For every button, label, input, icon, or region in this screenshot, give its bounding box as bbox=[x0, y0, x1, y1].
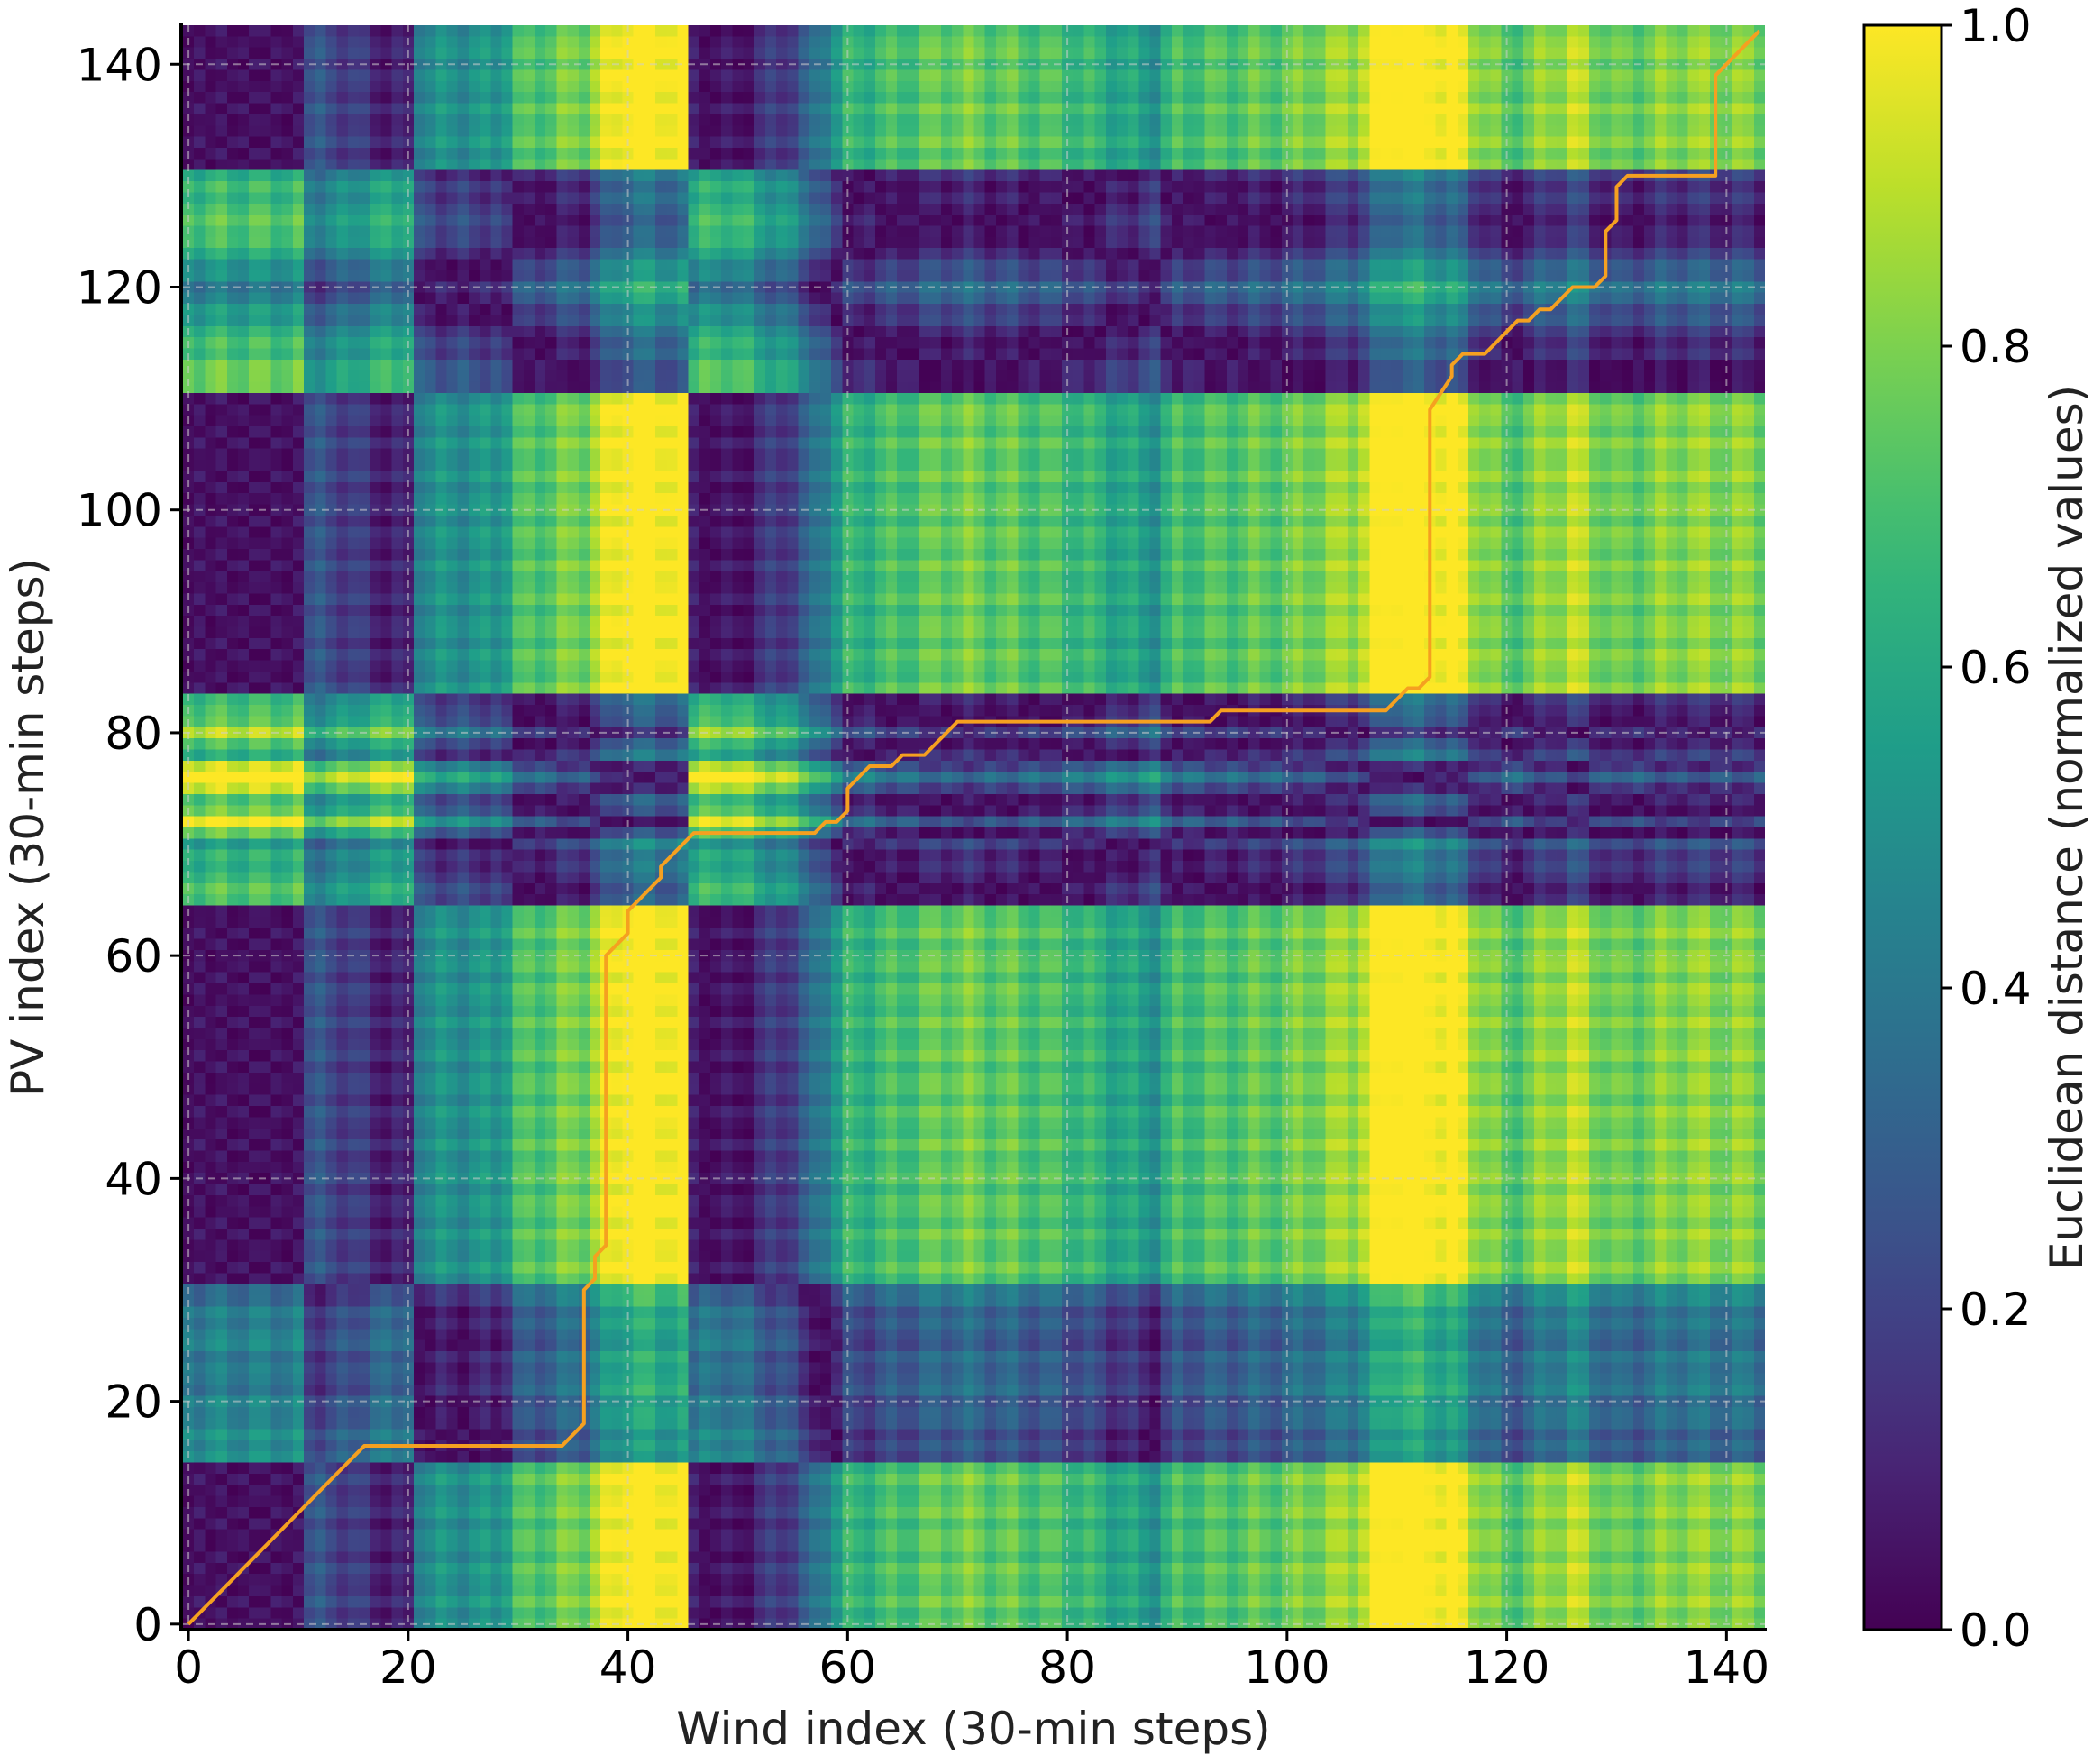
x-tick-label: 0 bbox=[174, 1641, 203, 1694]
y-tick-label: 80 bbox=[105, 708, 162, 760]
x-axis-title: Wind index (30-min steps) bbox=[676, 1703, 1270, 1755]
x-tick-label: 60 bbox=[819, 1641, 877, 1694]
warping-path-line bbox=[187, 29, 1761, 1626]
colorbar-tick-label: 0.2 bbox=[1960, 1284, 2032, 1336]
x-tick-label: 100 bbox=[1244, 1641, 1330, 1694]
y-axis-title: PV index (30-min steps) bbox=[2, 558, 54, 1097]
y-ticks: 0 20 40 60 80 100 120 140 bbox=[77, 39, 181, 1651]
axes bbox=[179, 23, 1767, 1631]
y-tick-label: 60 bbox=[105, 930, 162, 983]
colorbar-ticks: 0.0 0.2 0.4 0.6 0.8 1.0 bbox=[1942, 0, 2032, 1657]
y-tick-label: 120 bbox=[77, 261, 162, 314]
gridlines bbox=[183, 25, 1765, 1630]
colorbar-tick-label: 0.4 bbox=[1960, 963, 2032, 1015]
colorbar bbox=[1862, 23, 1943, 1631]
y-tick-label: 20 bbox=[105, 1376, 162, 1429]
colorbar-title: Euclidean distance (normalized values) bbox=[2041, 385, 2093, 1270]
x-tick-label: 120 bbox=[1464, 1641, 1549, 1694]
y-tick-label: 40 bbox=[105, 1153, 162, 1205]
colorbar-tick-label: 0.0 bbox=[1960, 1604, 2032, 1657]
y-tick-label: 140 bbox=[77, 39, 162, 91]
y-tick-label: 100 bbox=[77, 485, 162, 537]
heatmap-image bbox=[183, 25, 1765, 1630]
colorbar-tick-label: 1.0 bbox=[1960, 0, 2032, 52]
colorbar-tick-label: 0.6 bbox=[1960, 642, 2032, 694]
x-tick-label: 80 bbox=[1038, 1641, 1096, 1694]
x-ticks: 0 20 40 60 80 100 120 140 bbox=[174, 1630, 1769, 1694]
x-tick-label: 40 bbox=[599, 1641, 657, 1694]
x-tick-label: 140 bbox=[1684, 1641, 1769, 1694]
y-tick-label: 0 bbox=[133, 1599, 162, 1651]
colorbar-tick-label: 0.8 bbox=[1960, 321, 2032, 373]
x-tick-label: 20 bbox=[379, 1641, 437, 1694]
